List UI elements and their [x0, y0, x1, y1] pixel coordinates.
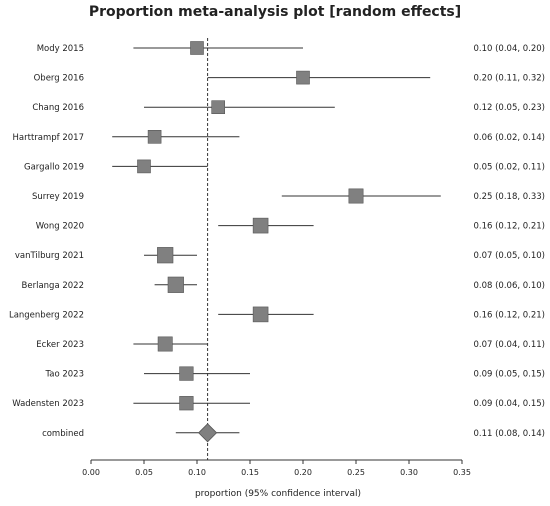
study-label: Mody 2015	[37, 44, 84, 54]
study-square	[157, 247, 174, 264]
study-ci-text: 0.20 (0.11, 0.32)	[473, 74, 545, 84]
study-ci-text: 0.06 (0.02, 0.14)	[473, 133, 545, 143]
x-tick-label-6: 0.30	[400, 468, 418, 477]
combined-label: combined	[42, 429, 84, 439]
study-ci-text: 0.16 (0.12, 0.21)	[473, 222, 545, 232]
study-label: Wadensten 2023	[12, 399, 84, 409]
x-tick-label-0: 0.00	[82, 468, 100, 477]
study-row: Mody 2015 0.10 (0.04, 0.20)	[37, 41, 545, 55]
study-label: Harttrampf 2017	[13, 133, 84, 143]
study-row: Surrey 2019 0.25 (0.18, 0.33)	[32, 188, 545, 204]
study-label: Oberg 2016	[34, 74, 84, 84]
study-row: Wong 2020 0.16 (0.12, 0.21)	[36, 217, 545, 234]
study-label: Wong 2020	[36, 222, 84, 232]
study-ci-text: 0.07 (0.05, 0.10)	[473, 251, 545, 261]
x-tick-label-5: 0.25	[347, 468, 365, 477]
x-tick-label-4: 0.20	[294, 468, 312, 477]
study-square	[190, 41, 204, 55]
study-square	[348, 188, 364, 204]
x-tick-label-3: 0.15	[241, 468, 259, 477]
x-tick-label-7: 0.35	[453, 468, 471, 477]
study-square	[211, 100, 225, 114]
study-label: Surrey 2019	[32, 192, 84, 202]
study-ci-text: 0.09 (0.05, 0.15)	[473, 370, 545, 380]
study-label: vanTilburg 2021	[15, 251, 84, 261]
study-ci-text: 0.05 (0.02, 0.11)	[473, 162, 545, 172]
x-axis-label: proportion (95% confidence interval)	[195, 489, 361, 499]
study-label: Langenberg 2022	[9, 310, 84, 320]
study-row: vanTilburg 2021 0.07 (0.05, 0.10)	[15, 247, 545, 264]
study-row: Berlanga 2022 0.08 (0.06, 0.10)	[22, 276, 545, 293]
combined-row: combined 0.11 (0.08, 0.14)	[42, 423, 545, 443]
study-square	[296, 70, 310, 85]
study-ci-text: 0.12 (0.05, 0.23)	[473, 103, 545, 113]
x-tick-label-1: 0.05	[135, 468, 153, 477]
study-label: Ecker 2023	[36, 340, 84, 350]
study-ci-text: 0.16 (0.12, 0.21)	[473, 310, 545, 320]
study-row: Wadensten 2023 0.09 (0.04, 0.15)	[12, 396, 545, 411]
study-label: Tao 2023	[44, 370, 84, 380]
combined-diamond	[198, 423, 218, 443]
study-square	[167, 276, 184, 293]
x-tick-label-2: 0.10	[188, 468, 206, 477]
study-square	[252, 306, 269, 323]
study-square	[157, 336, 173, 352]
study-row: Gargallo 2019 0.05 (0.02, 0.11)	[24, 159, 545, 174]
study-square	[252, 217, 269, 234]
study-row: Oberg 2016 0.20 (0.11, 0.32)	[34, 70, 545, 85]
study-row: Ecker 2023 0.07 (0.04, 0.11)	[36, 336, 545, 352]
study-square	[147, 130, 162, 144]
combined-ci-text: 0.11 (0.08, 0.14)	[473, 429, 545, 439]
study-square	[179, 396, 194, 411]
study-ci-text: 0.09 (0.04, 0.15)	[473, 399, 545, 409]
study-ci-text: 0.08 (0.06, 0.10)	[473, 281, 545, 291]
study-ci-text: 0.25 (0.18, 0.33)	[473, 192, 545, 202]
study-row: Harttrampf 2017 0.06 (0.02, 0.14)	[13, 130, 545, 144]
study-label: Berlanga 2022	[22, 281, 84, 291]
study-row: Chang 2016 0.12 (0.05, 0.23)	[32, 100, 545, 114]
study-square	[137, 159, 151, 174]
study-square	[179, 366, 194, 381]
chart-title: Proportion meta-analysis plot [random ef…	[88, 4, 462, 20]
study-ci-text: 0.07 (0.04, 0.11)	[473, 340, 545, 350]
study-ci-text: 0.10 (0.04, 0.20)	[473, 44, 545, 54]
study-row: Langenberg 2022 0.16 (0.12, 0.21)	[9, 306, 545, 323]
study-row: Tao 2023 0.09 (0.05, 0.15)	[44, 366, 545, 381]
study-label: Chang 2016	[32, 103, 84, 113]
study-label: Gargallo 2019	[24, 162, 84, 172]
